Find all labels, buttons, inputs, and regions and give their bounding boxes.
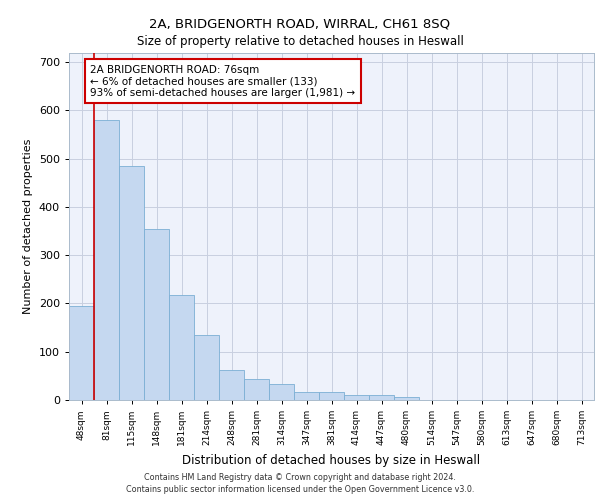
Bar bbox=[269, 384, 294, 400]
Bar bbox=[119, 166, 144, 400]
Bar bbox=[144, 228, 169, 400]
Bar bbox=[194, 335, 219, 400]
Bar bbox=[69, 306, 94, 400]
Bar bbox=[319, 392, 344, 400]
Bar bbox=[94, 120, 119, 400]
Text: 2A BRIDGENORTH ROAD: 76sqm
← 6% of detached houses are smaller (133)
93% of semi: 2A BRIDGENORTH ROAD: 76sqm ← 6% of detac… bbox=[90, 64, 355, 98]
Bar bbox=[369, 395, 394, 400]
Bar bbox=[294, 392, 319, 400]
Bar bbox=[244, 379, 269, 400]
Y-axis label: Number of detached properties: Number of detached properties bbox=[23, 138, 33, 314]
Bar bbox=[219, 370, 244, 400]
Bar bbox=[394, 397, 419, 400]
Text: 2A, BRIDGENORTH ROAD, WIRRAL, CH61 8SQ: 2A, BRIDGENORTH ROAD, WIRRAL, CH61 8SQ bbox=[149, 18, 451, 30]
Bar bbox=[169, 295, 194, 400]
Bar bbox=[344, 395, 369, 400]
X-axis label: Distribution of detached houses by size in Heswall: Distribution of detached houses by size … bbox=[182, 454, 481, 466]
Text: Size of property relative to detached houses in Heswall: Size of property relative to detached ho… bbox=[137, 35, 463, 48]
Text: Contains HM Land Registry data © Crown copyright and database right 2024.
Contai: Contains HM Land Registry data © Crown c… bbox=[126, 472, 474, 494]
